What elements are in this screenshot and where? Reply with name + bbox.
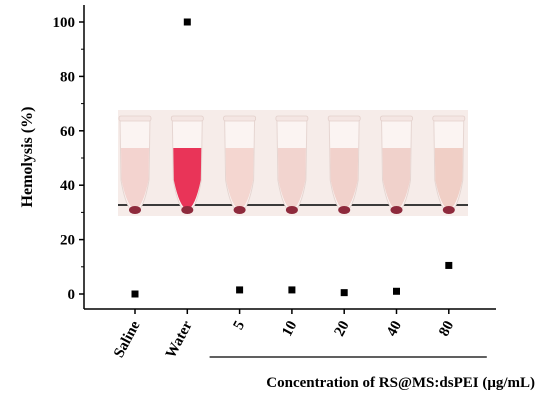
y-axis-label: Hemolysis (%) xyxy=(19,107,36,208)
tube-pellet xyxy=(390,206,403,214)
y-tick-label: 80 xyxy=(60,69,75,85)
x-tick-label: Water xyxy=(163,318,196,361)
tube-liquid xyxy=(434,148,463,210)
tube xyxy=(118,115,152,214)
data-point xyxy=(393,287,400,295)
data-point xyxy=(288,286,296,294)
data-point xyxy=(445,261,453,269)
tube xyxy=(380,115,413,214)
x-tick-label: 40 xyxy=(384,318,405,339)
data-points xyxy=(131,18,453,298)
data-point xyxy=(340,289,348,297)
tube-photo-inset xyxy=(118,110,468,216)
tube-rim xyxy=(327,115,361,122)
tube-rim xyxy=(118,115,152,122)
tube-rim xyxy=(170,115,204,122)
tube-pellet xyxy=(233,206,246,214)
tube-pellet xyxy=(129,206,141,214)
x-tick-label: 5 xyxy=(230,318,248,332)
x-axis-label: Concentration of RS@MS:dsPEI (μg/mL) xyxy=(266,375,535,391)
x-tick-label: 10 xyxy=(279,318,300,339)
y-tick-label: 60 xyxy=(60,124,75,140)
tube-rim xyxy=(275,115,309,122)
tube xyxy=(327,115,361,214)
tube-rim xyxy=(432,115,466,122)
tube-liquid xyxy=(225,148,254,210)
tube-rim xyxy=(380,115,413,122)
tube xyxy=(432,115,466,214)
tube xyxy=(170,115,204,214)
data-point xyxy=(183,18,191,26)
tube xyxy=(223,115,257,214)
x-tick-label: 20 xyxy=(332,318,353,339)
tube-liquid xyxy=(121,148,149,210)
tube-rim xyxy=(223,115,257,122)
tube-pellet xyxy=(285,206,298,214)
y-tick-label: 100 xyxy=(53,15,76,31)
tube xyxy=(275,115,309,214)
tube-pellet xyxy=(442,206,455,214)
tube-liquid xyxy=(330,148,359,210)
x-tick-label: 80 xyxy=(436,318,457,339)
x-tick-label: Saline xyxy=(111,318,144,360)
data-point xyxy=(131,290,139,298)
data-point xyxy=(236,286,244,294)
y-tick-label: 0 xyxy=(68,287,76,303)
tube-pellet xyxy=(338,206,351,214)
tube-liquid xyxy=(277,148,306,210)
tube-liquid xyxy=(173,148,202,210)
y-tick-label: 40 xyxy=(60,178,75,194)
tube-liquid xyxy=(382,148,411,210)
tube-pellet xyxy=(181,206,194,214)
axes: 0 20 40 60 80 100 Saline Water 5 10 20 40 80 xyxy=(53,5,496,361)
y-tick-label: 20 xyxy=(60,233,75,249)
